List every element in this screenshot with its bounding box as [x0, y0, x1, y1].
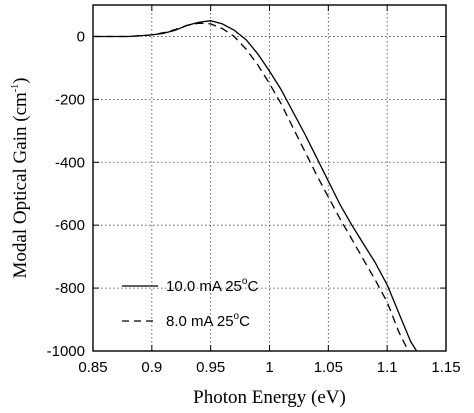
series-line-10ma	[93, 20, 418, 352]
x-tick-label: 0.85	[78, 359, 107, 376]
legend-label-10ma-text: 10.0 mA 25	[166, 278, 242, 295]
x-axis-title: Photon Energy (eV)	[193, 387, 346, 408]
ticks	[92, 5, 447, 352]
legend-label-8ma-text: 8.0 mA 25	[166, 313, 234, 330]
x-tick-label: 1.15	[431, 359, 460, 376]
y-axis-title: Modal Optical Gain (cm-1)	[10, 78, 31, 279]
legend: 10.0 mA 25oC 8.0 mA 25oC	[122, 276, 258, 330]
y-axis-title-close: )	[10, 78, 31, 84]
y-axis-title-sup: -1	[10, 84, 21, 92]
y-tick-label: -800	[55, 280, 85, 297]
legend-label-10ma: 10.0 mA 25oC	[166, 276, 258, 295]
tick-labels: 0.85 0.9 0.95 1 1.05 1.1 1.15 -1000 -800 -600 -400…	[47, 28, 461, 376]
y-axis-title-main: Modal Optical Gain (cm	[10, 92, 31, 278]
y-tick-label: 0	[77, 28, 85, 45]
x-tick-label: 1.05	[314, 359, 343, 376]
x-tick-label: 1	[265, 359, 273, 376]
series-layer	[93, 20, 418, 352]
x-tick-label: 0.95	[196, 359, 225, 376]
legend-label-8ma-unit: C	[239, 313, 250, 330]
x-tick-label: 0.9	[141, 359, 162, 376]
series-line-8ma	[93, 22, 409, 352]
y-tick-label: -1000	[47, 343, 85, 360]
legend-label-8ma-sup: o	[234, 311, 240, 322]
x-tick-label: 1.1	[377, 359, 398, 376]
legend-label-10ma-unit: C	[247, 278, 258, 295]
y-tick-label: -600	[55, 217, 85, 234]
legend-label-10ma-sup: o	[242, 276, 248, 287]
legend-label-8ma: 8.0 mA 25oC	[166, 311, 250, 330]
grid	[93, 5, 446, 351]
y-tick-label: -200	[55, 91, 85, 108]
y-tick-label: -400	[55, 154, 85, 171]
